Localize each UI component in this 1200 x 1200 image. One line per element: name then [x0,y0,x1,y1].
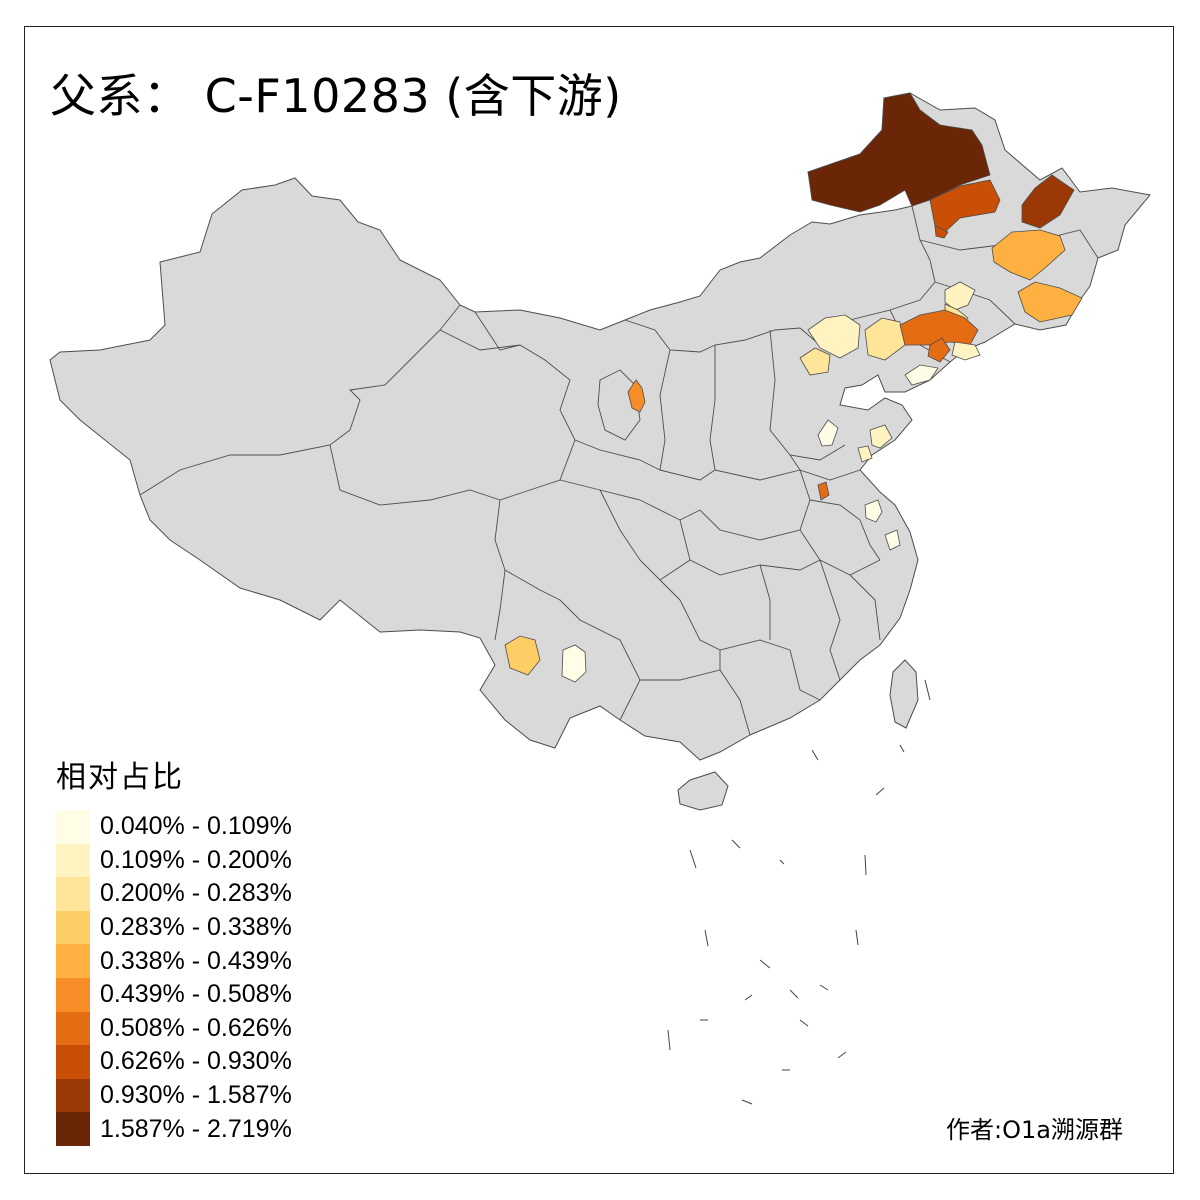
legend-label: 0.930% - 1.587% [100,1081,292,1110]
legend-swatch [56,910,90,945]
region-qiqihar-south [934,225,949,239]
region-dali [504,635,541,676]
region-datong [799,347,831,376]
legend-item: 0.283% - 0.338% [56,910,292,945]
legend-label: 0.200% - 0.283% [100,879,292,908]
legend-rows: 0.040% - 0.109% 0.109% - 0.200% 0.200% -… [56,810,292,1146]
legend-item: 0.439% - 0.508% [56,977,292,1012]
region-yinchuan [627,379,646,413]
legend-label: 0.283% - 0.338% [100,913,292,942]
region-liaoyang [951,341,981,361]
legend-item: 0.040% - 0.109% [56,810,292,844]
region-mudanjiang [1017,281,1083,323]
hainan-island [677,771,729,811]
legend-swatch [56,843,90,878]
legend-label: 1.587% - 2.719% [100,1114,292,1143]
legend-item: 0.200% - 0.283% [56,877,292,911]
highlighted-regions [504,92,1083,683]
base-landmass [49,92,1151,811]
region-yichun [1021,174,1075,229]
legend-swatch [56,1045,90,1079]
region-dezhou [869,424,893,449]
region-hebei-south [817,419,839,447]
region-harbin [991,229,1066,281]
author-credit: 作者:O1a溯源群 [946,1116,1123,1144]
legend-swatch [56,944,90,978]
legend-label: 0.508% - 0.626% [100,1013,292,1042]
legend-item: 1.587% - 2.719% [56,1112,292,1146]
region-jinan [857,445,873,463]
south-china-sea-islands [667,679,931,1105]
legend: 相对占比 0.040% - 0.109% 0.109% - 0.200% 0.2… [56,752,292,1146]
legend-label: 0.040% - 0.109% [100,812,292,841]
taiwan-island [889,659,919,729]
map-title: 父系： C-F10283 (含下游) [50,69,622,123]
legend-swatch [56,810,90,844]
province-borders [139,205,1099,736]
region-nanjing [884,529,901,551]
region-kunming [561,644,587,683]
legend-item: 0.508% - 0.626% [56,1011,292,1046]
legend-swatch [56,977,90,1012]
legend-item: 0.930% - 1.587% [56,1078,292,1113]
legend-label: 0.626% - 0.930% [100,1047,292,1076]
legend-swatch [56,1011,90,1046]
region-zhengzhou [817,481,830,501]
legend-item: 0.338% - 0.439% [56,944,292,978]
region-dalian [904,364,939,386]
region-tongliao-shenyang [899,309,979,346]
legend-label: 0.439% - 0.508% [100,980,292,1009]
legend-label: 0.338% - 0.439% [100,946,292,975]
legend-swatch [56,1112,90,1146]
legend-label: 0.109% - 0.200% [100,845,292,874]
region-dandong [927,337,951,363]
legend-swatch [56,877,90,911]
region-songyuan [944,281,976,311]
region-hulunbuir [807,92,991,213]
region-xuzhou [864,499,883,523]
legend-title: 相对占比 [56,760,184,795]
legend-swatch [56,1078,90,1113]
legend-item: 0.109% - 0.200% [56,843,292,878]
region-zhangjiakou [807,314,861,359]
legend-item: 0.626% - 0.930% [56,1045,292,1079]
